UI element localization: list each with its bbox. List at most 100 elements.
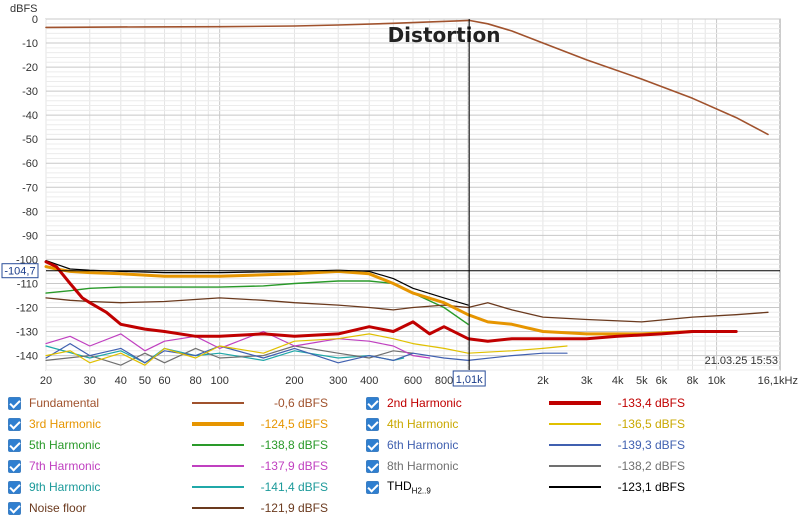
legend-swatch — [192, 444, 244, 446]
series-line-3rd-harmonic — [44, 265, 694, 336]
legend-label: 4th Harmonic — [387, 417, 459, 431]
y-tick-label: -80 — [22, 206, 38, 218]
legend-checkbox[interactable] — [366, 480, 379, 494]
legend-label: 3rd Harmonic — [29, 417, 102, 431]
legend-value: -123,1 dBFS — [617, 480, 685, 494]
legend-value: -121,9 dBFS — [260, 501, 328, 515]
legend-value: -136,5 dBFS — [617, 417, 685, 431]
legend-value: -138,8 dBFS — [260, 438, 328, 452]
legend-checkbox[interactable] — [8, 396, 21, 410]
legend-label: 9th Harmonic — [29, 480, 101, 494]
legend-checkbox[interactable] — [366, 417, 379, 431]
legend-swatch — [192, 422, 244, 426]
x-tick-label: 50 — [139, 375, 151, 387]
y-tick-label: -130 — [16, 327, 38, 339]
legend-swatch — [192, 486, 244, 488]
y-axis-label: dBFS — [10, 3, 38, 15]
series-line-thd — [45, 260, 469, 306]
y-tick-label: -30 — [22, 86, 38, 98]
y-tick-label: -140 — [16, 351, 38, 363]
x-tick-label: 8k — [687, 375, 699, 387]
legend-value: -124,5 dBFS — [260, 417, 328, 431]
legend-swatch — [549, 423, 601, 425]
legend-value: -138,2 dBFS — [617, 459, 685, 473]
y-tick-label: -110 — [17, 278, 38, 290]
y-tick-label: -40 — [22, 110, 38, 122]
legend-swatch — [192, 507, 244, 509]
legend-label: 5th Harmonic — [29, 438, 101, 452]
x-tick-label: 800 — [435, 375, 453, 387]
legend-item: 3rd Harmonic — [8, 414, 101, 434]
legend-swatch — [192, 465, 244, 467]
y-tick-label: -50 — [22, 134, 38, 146]
legend-checkbox[interactable] — [8, 417, 21, 431]
chart-title: Distortion — [388, 23, 501, 47]
x-tick-label: 20 — [40, 375, 52, 387]
y-tick-label: -120 — [16, 302, 38, 314]
legend-item: 8th Harmonic — [366, 456, 458, 476]
cursor-y-box — [1, 263, 39, 279]
y-tick-label: -60 — [22, 158, 38, 170]
legend-checkbox[interactable] — [366, 396, 379, 410]
timestamp: 21.03.25 15:53 — [705, 355, 778, 367]
x-tick-label: 400 — [360, 375, 378, 387]
legend-item: 5th Harmonic — [8, 435, 100, 455]
x-tick-label: 300 — [329, 375, 347, 387]
legend-value: -141,4 dBFS — [260, 480, 328, 494]
legend-swatch — [549, 401, 601, 405]
legend-checkbox[interactable] — [8, 438, 21, 452]
x-tick-label: 2k — [537, 375, 549, 387]
legend-checkbox[interactable] — [366, 459, 379, 473]
legend-item: 9th Harmonic — [8, 477, 100, 497]
legend-swatch — [549, 486, 601, 488]
x-tick-label: 100 — [210, 375, 228, 387]
series-line-noise-floor — [45, 297, 769, 323]
x-tick-label: 5k — [636, 375, 648, 387]
series-line-8th-harmonic — [45, 345, 414, 366]
cursor-x-box — [452, 370, 486, 387]
y-tick-label: 0 — [32, 14, 38, 26]
legend-item: Noise floor — [8, 498, 86, 518]
legend-checkbox[interactable] — [8, 480, 21, 494]
x-tick-label: 80 — [189, 375, 201, 387]
y-tick-label: -20 — [22, 62, 38, 74]
legend-label: 2nd Harmonic — [387, 396, 462, 410]
legend-item: 6th Harmonic — [366, 435, 458, 455]
legend-value: -137,9 dBFS — [260, 459, 328, 473]
legend-value: -133,4 dBFS — [617, 396, 685, 410]
series-line-4th-harmonic — [45, 333, 568, 366]
x-tick-label: 600 — [404, 375, 422, 387]
x-tick-label: 3k — [581, 375, 593, 387]
legend-item: 2nd Harmonic — [366, 393, 462, 413]
legend-label-sub: H2..9 — [411, 486, 431, 496]
x-tick-label: 4k — [612, 375, 624, 387]
legend-swatch — [192, 402, 244, 404]
y-tick-label: -70 — [22, 182, 38, 194]
x-tick-label: 40 — [115, 375, 127, 387]
x-tick-label: 200 — [285, 375, 303, 387]
legend-item: Fundamental — [8, 393, 99, 413]
legend-checkbox[interactable] — [366, 438, 379, 452]
x-tick-label: 6k — [656, 375, 668, 387]
legend-item: 4th Harmonic — [366, 414, 458, 434]
legend-checkbox[interactable] — [8, 459, 21, 473]
y-tick-label: -10 — [22, 38, 38, 50]
legend-label: 6th Harmonic — [387, 438, 459, 452]
legend-label: Noise floor — [29, 501, 87, 515]
legend-label: 8th Harmonic — [387, 459, 459, 473]
distortion-chart[interactable]: 0-10-20-30-40-50-60-70-80-90-100-110-120… — [0, 0, 800, 395]
x-tick-label: 30 — [84, 375, 96, 387]
legend-label: 7th Harmonic — [29, 459, 101, 473]
series-line-2nd-harmonic — [44, 260, 738, 343]
legend-value: -0,6 dBFS — [273, 396, 328, 410]
y-tick-label: -90 — [22, 230, 38, 242]
legend-value: -139,3 dBFS — [617, 438, 685, 452]
cursor-y-label: -104,7 — [4, 266, 35, 278]
legend-checkbox[interactable] — [8, 501, 21, 515]
legend-item: 7th Harmonic — [8, 456, 100, 476]
cursor-x-label: 1,01k — [456, 374, 483, 386]
series-line-7th-harmonic — [45, 330, 431, 359]
legend-swatch — [549, 465, 601, 467]
legend-item: THDH2..9 — [366, 477, 431, 497]
legend-swatch — [549, 444, 601, 446]
